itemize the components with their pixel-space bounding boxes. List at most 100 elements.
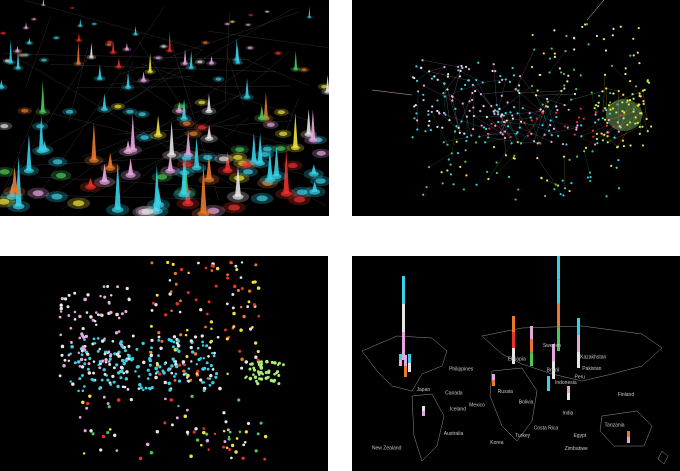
graph-node[interactable] — [568, 189, 571, 193]
graph-node[interactable] — [492, 146, 496, 149]
cloud-point[interactable] — [174, 282, 178, 286]
cloud-point[interactable] — [120, 344, 124, 348]
graph-node[interactable] — [616, 146, 619, 149]
country-bar[interactable] — [404, 355, 407, 377]
cloud-point[interactable] — [142, 388, 145, 392]
graph-node[interactable] — [632, 54, 635, 57]
graph-node[interactable] — [458, 131, 461, 134]
graph-node[interactable] — [460, 87, 463, 91]
cloud-point[interactable] — [155, 363, 160, 367]
node-glyph[interactable] — [136, 133, 154, 142]
cloud-point[interactable] — [109, 310, 113, 315]
cloud-point[interactable] — [150, 386, 154, 390]
graph-node[interactable] — [422, 99, 425, 102]
cloud-point[interactable] — [107, 405, 111, 409]
graph-node[interactable] — [550, 47, 553, 50]
graph-node[interactable] — [590, 91, 593, 94]
cloud-point[interactable] — [252, 303, 256, 307]
cloud-point[interactable] — [193, 352, 198, 356]
graph-node[interactable] — [511, 117, 514, 120]
graph-node[interactable] — [438, 112, 441, 115]
cloud-point[interactable] — [109, 383, 113, 386]
cloud-point[interactable] — [99, 294, 102, 298]
node-glyph[interactable] — [201, 93, 217, 115]
node-glyph[interactable] — [264, 10, 271, 14]
cloud-point[interactable] — [175, 416, 179, 420]
graph-node[interactable] — [622, 93, 625, 96]
graph-node[interactable] — [436, 78, 439, 81]
cloud-point[interactable] — [124, 310, 128, 314]
node-glyph[interactable] — [237, 166, 259, 177]
cloud-point[interactable] — [278, 361, 281, 365]
node-glyph[interactable] — [32, 122, 49, 131]
country-bar[interactable] — [627, 431, 630, 443]
cloud-point[interactable] — [252, 366, 256, 370]
graph-node[interactable] — [555, 111, 558, 114]
cloud-point[interactable] — [117, 316, 121, 320]
graph-node[interactable] — [447, 73, 450, 76]
node-glyph[interactable] — [12, 51, 24, 71]
graph-node[interactable] — [553, 55, 556, 58]
graph-node[interactable] — [431, 105, 434, 108]
node-glyph[interactable] — [97, 93, 112, 114]
cloud-point[interactable] — [120, 369, 124, 374]
node-glyph[interactable] — [177, 159, 197, 170]
graph-node[interactable] — [562, 72, 566, 76]
cloud-point[interactable] — [102, 368, 106, 372]
cloud-point[interactable] — [265, 359, 269, 364]
cloud-point[interactable] — [70, 344, 74, 349]
cloud-point[interactable] — [173, 375, 176, 378]
graph-node[interactable] — [541, 124, 544, 127]
cloud-point[interactable] — [208, 383, 212, 387]
cloud-point[interactable] — [91, 342, 95, 346]
cloud-point[interactable] — [249, 362, 252, 366]
graph-node[interactable] — [632, 37, 635, 40]
cloud-point[interactable] — [63, 297, 68, 301]
node-glyph[interactable] — [18, 134, 39, 176]
cloud-point[interactable] — [231, 306, 235, 310]
cloud-point[interactable] — [80, 333, 85, 338]
cloud-point[interactable] — [201, 340, 204, 344]
graph-node[interactable] — [611, 34, 614, 37]
cloud-point[interactable] — [81, 389, 85, 393]
graph-node[interactable] — [509, 111, 512, 114]
graph-node[interactable] — [479, 93, 483, 96]
graph-node[interactable] — [512, 74, 516, 77]
cloud-point[interactable] — [81, 374, 84, 377]
graph-node[interactable] — [446, 75, 449, 78]
graph-node[interactable] — [414, 104, 417, 107]
graph-node[interactable] — [536, 89, 539, 92]
node-glyph[interactable] — [247, 13, 254, 17]
node-glyph[interactable] — [153, 55, 164, 61]
graph-node[interactable] — [552, 127, 556, 130]
cloud-point[interactable] — [186, 291, 190, 295]
cloud-point[interactable] — [174, 372, 178, 376]
graph-node[interactable] — [481, 81, 484, 84]
cloud-point[interactable] — [180, 267, 184, 272]
node-glyph[interactable] — [222, 201, 246, 214]
cloud-point[interactable] — [150, 308, 154, 312]
cloud-point[interactable] — [206, 377, 209, 380]
graph-node[interactable] — [548, 129, 551, 132]
cloud-point[interactable] — [259, 421, 263, 425]
graph-node[interactable] — [549, 119, 552, 122]
node-glyph[interactable] — [67, 197, 90, 209]
graph-node[interactable] — [595, 137, 598, 141]
node-glyph[interactable] — [0, 79, 8, 91]
node-glyph[interactable] — [137, 71, 150, 84]
graph-node[interactable] — [548, 71, 551, 74]
cloud-point[interactable] — [120, 312, 124, 316]
cloud-point[interactable] — [246, 305, 250, 309]
graph-node[interactable] — [607, 104, 611, 107]
cloud-point[interactable] — [257, 363, 261, 367]
graph-node[interactable] — [535, 117, 538, 120]
cloud-point[interactable] — [158, 372, 162, 376]
graph-node[interactable] — [563, 187, 567, 190]
graph-node[interactable] — [634, 85, 638, 88]
cloud-point[interactable] — [85, 311, 89, 314]
cloud-point[interactable] — [171, 357, 175, 361]
cloud-point[interactable] — [73, 310, 77, 314]
cloud-point[interactable] — [115, 312, 119, 317]
cloud-point[interactable] — [166, 368, 171, 372]
cloud-point[interactable] — [235, 268, 239, 272]
